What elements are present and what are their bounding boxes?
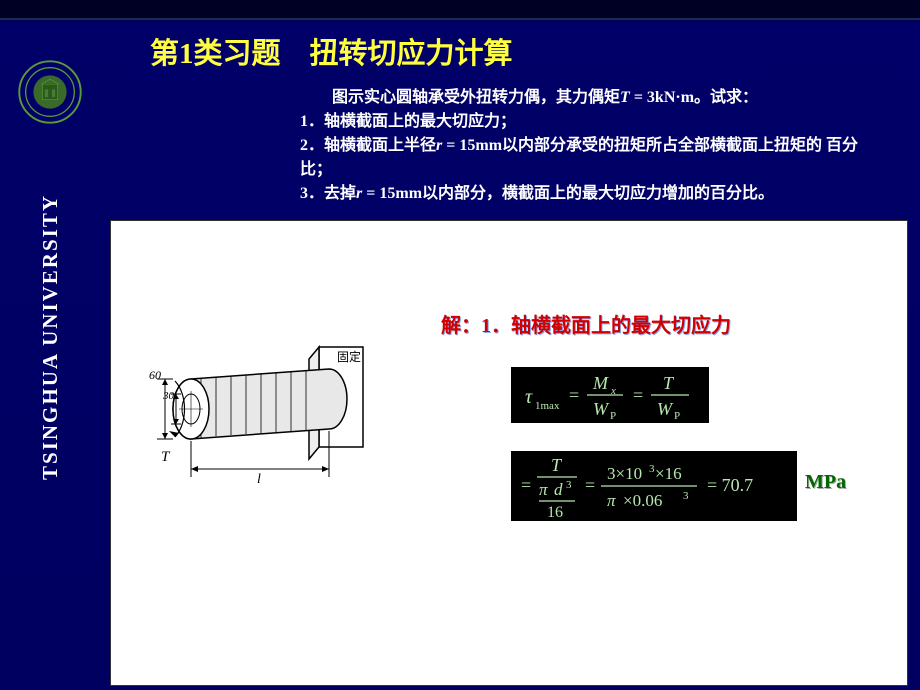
- formula-tau-max: τ 1max = M x W P = T W P: [511, 367, 709, 423]
- svg-text:W: W: [593, 399, 610, 419]
- svg-text:1max: 1max: [535, 400, 560, 412]
- svg-text:3: 3: [683, 490, 689, 502]
- unit-mpa: MPa: [805, 471, 846, 494]
- university-logo: [18, 60, 82, 124]
- svg-text:W: W: [657, 399, 674, 419]
- dim-60: 60: [149, 368, 161, 382]
- page-title: 第1类习题 扭转切应力计算: [150, 30, 900, 72]
- question-2a: 2．轴横截面上半径: [300, 137, 436, 154]
- top-strip: [0, 0, 920, 20]
- question-1: 1．轴横截面上的最大切应力；: [130, 110, 860, 134]
- svg-text:=: =: [521, 475, 531, 495]
- svg-text:π: π: [607, 491, 616, 510]
- svg-text:T: T: [663, 373, 675, 393]
- svg-text:= 70.7: = 70.7: [707, 475, 753, 495]
- svg-text:P: P: [674, 410, 680, 422]
- content-area: 第1类习题 扭转切应力计算 图示图示实心圆轴承受外扭转力偶，其力偶矩T = 3k…: [100, 20, 920, 690]
- shaft-diagram: 固定 60: [131, 339, 375, 509]
- svg-text:M: M: [592, 373, 609, 393]
- question-3b: = 15mm以内部分，横截面上的最大切应力增加的百分比。: [362, 185, 774, 202]
- T-value: = 3kN·m。试求：: [630, 89, 758, 106]
- question-3a: 3．去掉: [300, 185, 356, 202]
- svg-text:×0.06: ×0.06: [623, 491, 662, 510]
- university-name: TSINGHUA UNIVERSITY: [38, 194, 63, 480]
- svg-text:3×10: 3×10: [607, 464, 642, 483]
- label-l: l: [257, 472, 261, 487]
- svg-text:3: 3: [566, 479, 572, 491]
- solution-heading: 解：1．轴横截面上的最大切应力: [441, 309, 731, 338]
- var-T: T: [620, 89, 630, 106]
- sidebar: TSINGHUA UNIVERSITY: [0, 20, 100, 690]
- svg-text:16: 16: [547, 504, 563, 521]
- svg-text:d: d: [554, 480, 563, 499]
- problem-intro: 图示实心圆轴承受外扭转力偶，其力偶矩: [332, 89, 620, 106]
- svg-text:=: =: [633, 385, 643, 405]
- solution-panel: 解：1．轴横截面上的最大切应力 固定: [110, 220, 908, 686]
- problem-statement: 图示图示实心圆轴承受外扭转力偶，其力偶矩T = 3kN·m。试求： 1．轴横截面…: [300, 86, 860, 206]
- label-T: T: [161, 449, 171, 465]
- svg-text:π: π: [539, 480, 548, 499]
- label-fixed: 固定: [337, 349, 361, 364]
- svg-text:×16: ×16: [655, 464, 682, 483]
- svg-text:τ: τ: [525, 386, 533, 408]
- svg-text:P: P: [610, 410, 616, 422]
- formula-numeric: = T π d 3 16 = 3×10 3 ×16 π ×0.06: [511, 451, 797, 521]
- svg-text:=: =: [569, 385, 579, 405]
- dim-30: 30: [162, 390, 175, 402]
- svg-text:T: T: [551, 455, 563, 475]
- svg-text:=: =: [585, 475, 595, 495]
